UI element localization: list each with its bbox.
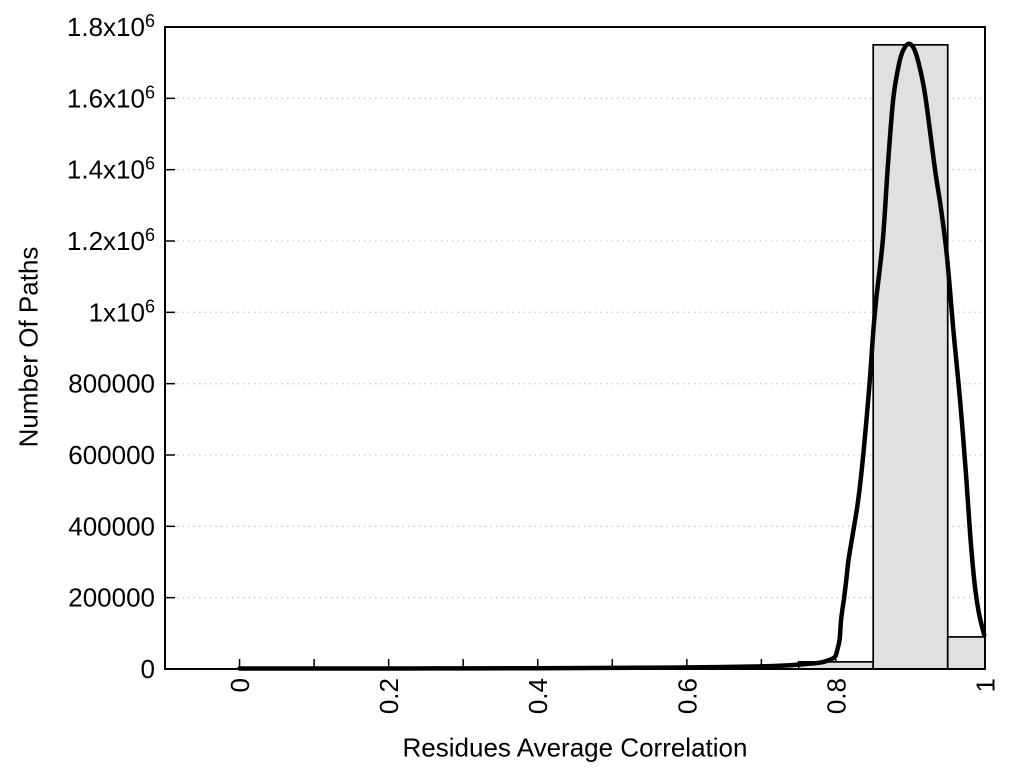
x-tick-label: 0.2 (374, 678, 404, 714)
y-tick-label: 400000 (68, 511, 155, 541)
y-tick-label: 1x106 (89, 296, 155, 327)
y-tick-label: 1.6x106 (67, 82, 155, 113)
y-tick-label: 1.2x106 (67, 225, 155, 256)
y-tick-label: 800000 (68, 369, 155, 399)
x-tick-label: 0.4 (523, 678, 553, 714)
x-tick-label: 0.6 (672, 678, 702, 714)
y-tick-label: 600000 (68, 440, 155, 470)
x-axis-title: Residues Average Correlation (402, 732, 748, 763)
fit-curve (237, 41, 987, 671)
x-tick-label: 0.8 (821, 678, 851, 714)
y-tick-label: 1.8x106 (67, 11, 155, 42)
y-tick-label: 0 (141, 654, 155, 684)
histogram-bar (872, 43, 949, 670)
histogram-bar (946, 636, 986, 670)
y-tick-label: 1.4x106 (67, 154, 155, 185)
plot-border (164, 26, 986, 670)
x-tick-label: 0 (225, 678, 255, 692)
y-tick-label: 200000 (68, 583, 155, 613)
y-axis-title: Number Of Paths (13, 246, 44, 448)
x-tick-label: 1 (971, 678, 1001, 692)
